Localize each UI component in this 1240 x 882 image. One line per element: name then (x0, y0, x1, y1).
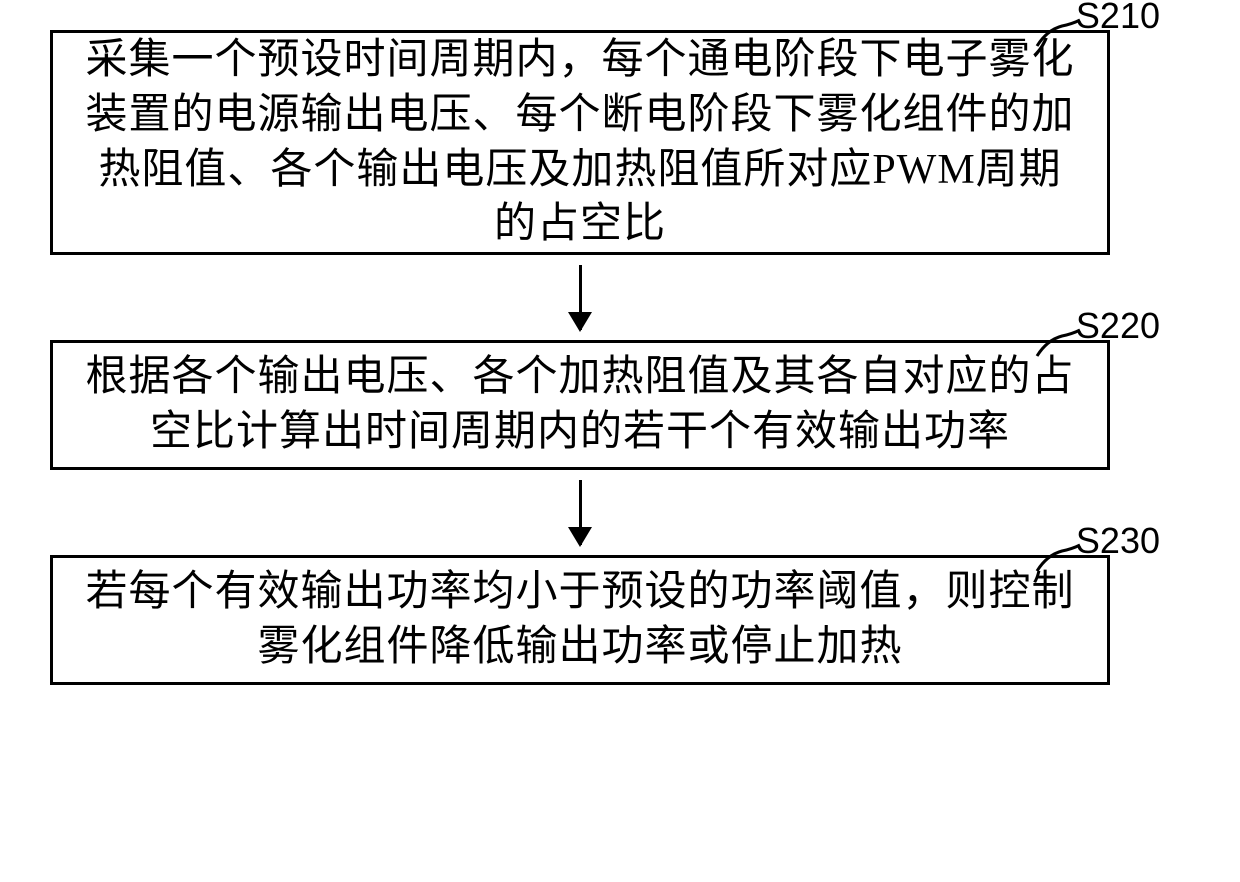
step-s230-container: S230 若每个有效输出功率均小于预设的功率阈值，则控制雾化组件降低输出功率或停… (50, 555, 1190, 685)
step-box-s220: 根据各个输出电压、各个加热阻值及其各自对应的占空比计算出时间周期内的若干个有效输… (50, 340, 1110, 470)
arrow-line-2 (579, 480, 582, 545)
label-curve-s210 (1032, 18, 1082, 48)
step-s220-container: S220 根据各个输出电压、各个加热阻值及其各自对应的占空比计算出时间周期内的若… (50, 340, 1190, 470)
flowchart-container: S210 采集一个预设时间周期内，每个通电阶段下电子雾化装置的电源输出电压、每个… (50, 30, 1190, 685)
step-text-s210: 采集一个预设时间周期内，每个通电阶段下电子雾化装置的电源输出电压、每个断电阶段下… (77, 33, 1083, 251)
step-text-s230: 若每个有效输出功率均小于预设的功率阈值，则控制雾化组件降低输出功率或停止加热 (77, 565, 1083, 674)
step-label-s230: S230 (1076, 520, 1160, 562)
step-box-s230: 若每个有效输出功率均小于预设的功率阈值，则控制雾化组件降低输出功率或停止加热 (50, 555, 1110, 685)
step-box-s210: 采集一个预设时间周期内，每个通电阶段下电子雾化装置的电源输出电压、每个断电阶段下… (50, 30, 1110, 255)
label-curve-s230 (1032, 543, 1082, 573)
arrow-s220-s230 (50, 470, 1110, 555)
arrow-line-1 (579, 265, 582, 330)
step-text-s220: 根据各个输出电压、各个加热阻值及其各自对应的占空比计算出时间周期内的若干个有效输… (77, 350, 1083, 459)
step-label-s210: S210 (1076, 0, 1160, 37)
step-s210-container: S210 采集一个预设时间周期内，每个通电阶段下电子雾化装置的电源输出电压、每个… (50, 30, 1190, 255)
label-curve-s220 (1032, 328, 1082, 358)
step-label-s220: S220 (1076, 305, 1160, 347)
arrow-s210-s220 (50, 255, 1110, 340)
